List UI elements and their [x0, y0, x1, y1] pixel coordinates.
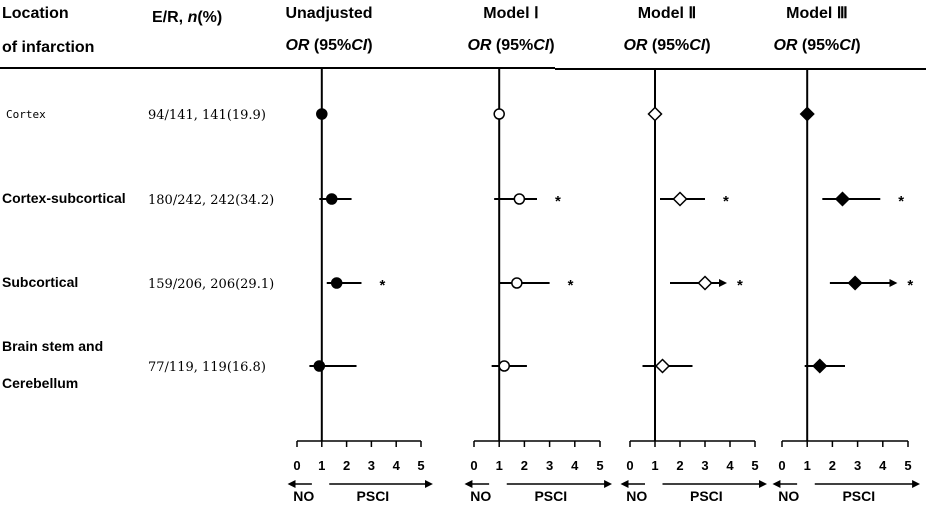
tick-label: 5	[904, 458, 911, 473]
panel-or-label: OR (95%CI)	[285, 37, 372, 54]
tick-label: 5	[417, 458, 424, 473]
point-marker	[330, 277, 343, 289]
row-label: Subcortical	[2, 274, 78, 290]
significance-star: *	[898, 193, 904, 210]
label-psci: PSCI	[842, 488, 875, 504]
tick-label: 1	[318, 458, 325, 473]
point-marker	[847, 275, 863, 291]
label-psci: PSCI	[534, 488, 567, 504]
panel-or-label: OR (95%CI)	[773, 37, 860, 54]
er-value: 180/242, 242(34.2)	[148, 193, 274, 208]
significance-star: *	[568, 277, 574, 294]
point-marker	[498, 360, 510, 372]
tick-label: 0	[778, 458, 785, 473]
significance-star: *	[737, 277, 743, 294]
panel-3: Model Ⅱ OR (95%CI) 0 1 2 3 4 5 NO PSCI * *	[620, 5, 767, 504]
significance-star: *	[379, 277, 385, 294]
tick-label: 2	[676, 458, 683, 473]
point-marker	[647, 106, 663, 122]
panel-title: Model Ⅰ	[483, 5, 538, 22]
point-marker	[316, 108, 328, 120]
label-psci: PSCI	[690, 488, 723, 504]
tick-label: 4	[879, 458, 887, 473]
tick-label: 3	[368, 458, 375, 473]
tick-label: 2	[829, 458, 836, 473]
point-marker	[654, 358, 671, 374]
point-marker	[697, 275, 713, 291]
row-label: Cortex-subcortical	[2, 190, 126, 206]
row-label: Cerebellum	[2, 375, 78, 391]
tick-label: 0	[626, 458, 633, 473]
er-value: 159/206, 206(29.1)	[148, 277, 274, 292]
label-psci: PSCI	[357, 488, 390, 504]
significance-star: *	[723, 193, 729, 210]
point-marker	[834, 191, 851, 207]
header-er-n: E/R, n(%)	[152, 9, 222, 26]
tick-label: 5	[596, 458, 603, 473]
tick-label: 4	[393, 458, 401, 473]
tick-label: 1	[804, 458, 811, 473]
panel-title: Model Ⅲ	[786, 5, 848, 22]
tick-label: 1	[496, 458, 503, 473]
tick-label: 4	[726, 458, 734, 473]
label-no: NO	[778, 488, 799, 504]
point-marker	[812, 358, 828, 374]
label-no: NO	[293, 488, 314, 504]
row-labels: Cortex 94/141, 141(19.9) Cortex-subcortica…	[2, 108, 274, 391]
label-no: NO	[470, 488, 491, 504]
significance-star: *	[555, 193, 561, 210]
tick-label: 3	[701, 458, 708, 473]
tick-label: 0	[293, 458, 300, 473]
tick-label: 2	[343, 458, 350, 473]
point-marker	[325, 193, 338, 205]
tick-label: 4	[571, 458, 579, 473]
panel-title: Unadjusted	[285, 5, 372, 22]
point-marker	[511, 277, 523, 289]
significance-star: *	[907, 277, 913, 294]
row-label: Brain stem and	[2, 338, 103, 354]
panel-or-label: OR (95%CI)	[623, 37, 710, 54]
header-location: Location	[2, 5, 69, 22]
tick-label: 1	[651, 458, 658, 473]
panel-4: Model Ⅲ OR (95%CI) 0 1 2 3 4 5 NO PSCI * *	[772, 5, 921, 504]
label-no: NO	[626, 488, 647, 504]
panel-1: Unadjusted OR (95%CI) 0 1 2 3 4 5 NO PSCI *	[285, 5, 433, 504]
er-value: 94/141, 141(19.9)	[148, 108, 266, 123]
tick-label: 2	[521, 458, 528, 473]
point-marker	[672, 191, 688, 207]
tick-label: 0	[470, 458, 477, 473]
er-value: 77/119, 119(16.8)	[148, 360, 266, 375]
point-marker	[493, 108, 505, 120]
point-marker	[313, 360, 326, 372]
point-marker	[799, 106, 815, 122]
panel-2: Model Ⅰ OR (95%CI) 0 1 2 3 4 5 NO PSCI * *	[464, 5, 613, 504]
tick-label: 3	[546, 458, 553, 473]
row-label: Cortex	[6, 108, 46, 121]
panel-or-label: OR (95%CI)	[467, 37, 554, 54]
tick-label: 5	[751, 458, 758, 473]
point-marker	[513, 193, 526, 205]
header-of-infarction: of infarction	[2, 39, 94, 56]
panel-title: Model Ⅱ	[638, 5, 697, 22]
tick-label: 3	[854, 458, 861, 473]
